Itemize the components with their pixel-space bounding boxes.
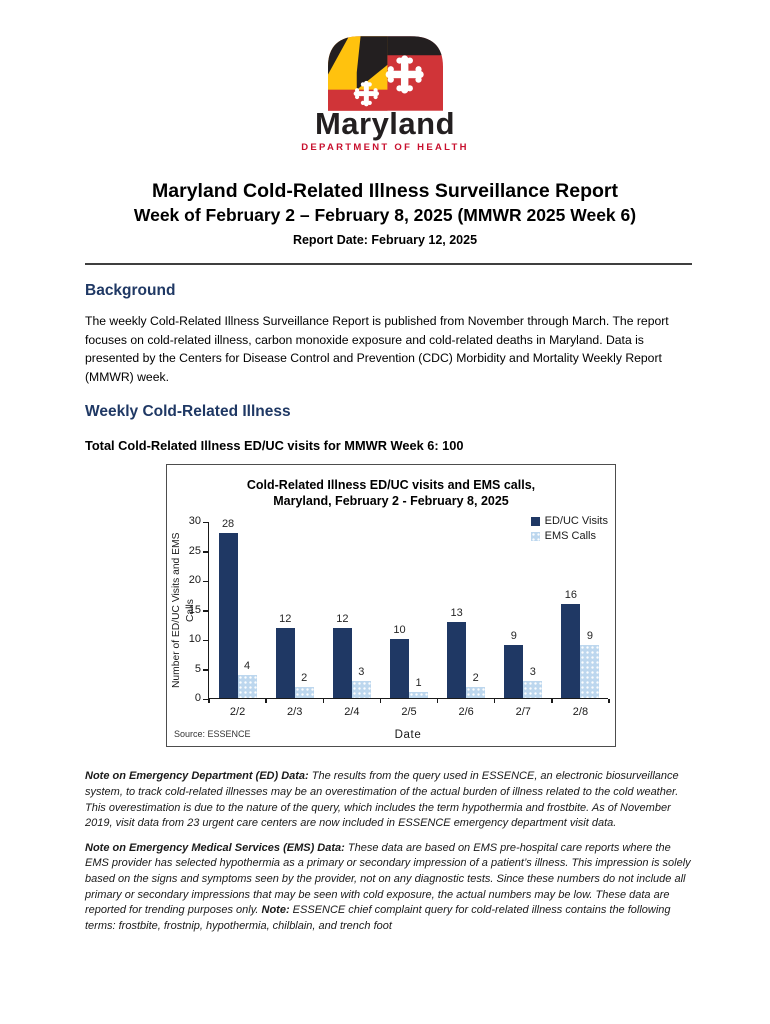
x-tick-label: 2/7 bbox=[515, 706, 531, 719]
legend-row: EMS Calls bbox=[530, 530, 608, 543]
chart-title-line1: Cold-Related Illness ED/UC visits and EM… bbox=[246, 478, 536, 493]
legend-label: EMS Calls bbox=[544, 530, 596, 543]
bar-value-label: 1 bbox=[415, 677, 422, 690]
y-tick-label: 15 bbox=[188, 603, 201, 616]
header-divider bbox=[85, 263, 692, 265]
bar bbox=[390, 639, 409, 699]
x-tick-mark bbox=[436, 699, 439, 704]
note-ems-label: Note on Emergency Medical Services (EMS)… bbox=[85, 841, 345, 854]
bar bbox=[332, 627, 352, 699]
chart-title-line2: Maryland, February 2 - February 8, 2025 bbox=[273, 493, 509, 508]
report-week-subtitle: Week of February 2 – February 8, 2025 (M… bbox=[133, 205, 637, 225]
x-tick-mark bbox=[608, 699, 610, 704]
bar-value-label: 12 bbox=[336, 612, 349, 625]
y-tick-mark bbox=[203, 521, 209, 524]
y-tick-mark bbox=[203, 610, 209, 612]
y-tick-mark bbox=[203, 669, 209, 671]
note-ems-text-2: ESSENCE chief complaint query for cold-r… bbox=[85, 904, 671, 932]
x-tick-mark bbox=[265, 699, 267, 704]
document-header: Maryland Cold-Related Illness Surveillan… bbox=[0, 179, 770, 249]
bar-value-label: 2 bbox=[472, 671, 479, 684]
mdh-logo: Maryland DEPARTMENT OF HEALTH bbox=[0, 0, 770, 153]
bar-value-label: 13 bbox=[450, 606, 463, 619]
bar-value-label: 9 bbox=[586, 630, 593, 643]
bar bbox=[351, 680, 371, 699]
report-title: Maryland Cold-Related Illness Surveillan… bbox=[152, 180, 618, 202]
y-tick-label: 30 bbox=[188, 515, 201, 528]
bar bbox=[294, 686, 314, 699]
note-ems-text-1: These data are based on EMS pre-hospital… bbox=[85, 841, 691, 917]
bar-value-label: 3 bbox=[358, 665, 365, 678]
logo-brand-text: Maryland bbox=[314, 106, 456, 141]
x-tick-label: 2/4 bbox=[344, 706, 360, 719]
bar-value-label: 10 bbox=[393, 624, 406, 637]
logo-department-text: DEPARTMENT OF HEALTH bbox=[301, 142, 469, 153]
maryland-flag-arch-icon bbox=[327, 36, 443, 111]
bar-value-label: 3 bbox=[529, 665, 536, 678]
bar bbox=[275, 627, 295, 699]
bar bbox=[218, 533, 238, 699]
report-date: Report Date: February 12, 2025 bbox=[292, 233, 478, 247]
x-tick-mark bbox=[379, 699, 382, 704]
x-tick-label: 2/8 bbox=[572, 706, 589, 719]
y-tick-label: 25 bbox=[188, 544, 201, 557]
report-body: Background The weekly Cold-Related Illne… bbox=[0, 282, 770, 934]
x-tick-mark bbox=[551, 699, 553, 704]
bar bbox=[409, 692, 428, 699]
cold-illness-chart: Cold-Related Illness ED/UC visits and EM… bbox=[166, 464, 616, 748]
total-visits-line: Total Cold-Related Illness ED/UC visits … bbox=[85, 438, 464, 454]
y-tick-mark bbox=[203, 639, 209, 642]
chart-x-axis-label: Date bbox=[394, 729, 422, 742]
y-tick-label: 5 bbox=[194, 662, 201, 675]
legend-row: ED/UC Visits bbox=[530, 515, 608, 528]
x-tick-mark bbox=[322, 699, 324, 704]
chart-source: Source: ESSENCE bbox=[174, 729, 251, 740]
bar bbox=[523, 680, 543, 699]
legend-label: ED/UC Visits bbox=[544, 515, 608, 528]
chart-title: Cold-Related Illness ED/UC visits and EM… bbox=[167, 478, 615, 509]
chart-plot: 0 5 10 15 20 25 30 28 4 2/2 12 2 2/3 12 3 2/4 10 1 2/5 13 2 2… bbox=[189, 515, 610, 718]
note-ed-data: Note on Emergency Department (ED) Data: … bbox=[85, 769, 692, 831]
note-ed-label: Note on Emergency Department (ED) Data: bbox=[85, 770, 309, 783]
x-tick-label: 2/3 bbox=[287, 706, 303, 719]
y-tick-mark bbox=[203, 698, 209, 701]
x-tick-label: 2/5 bbox=[401, 706, 417, 719]
x-tick-label: 2/2 bbox=[229, 706, 246, 719]
background-paragraph: The weekly Cold-Related Illness Surveill… bbox=[85, 314, 669, 384]
x-tick-label: 2/6 bbox=[458, 706, 474, 719]
bar bbox=[561, 603, 581, 699]
y-tick-mark bbox=[203, 580, 209, 583]
bar-value-label: 16 bbox=[564, 588, 578, 601]
weekly-illness-heading: Weekly Cold-Related Illness bbox=[85, 403, 291, 421]
bar-value-label: 9 bbox=[510, 630, 517, 643]
bar bbox=[504, 645, 524, 699]
x-tick-mark bbox=[494, 699, 496, 704]
note-ed-text: The results from the query used in ESSEN… bbox=[85, 770, 679, 830]
y-tick-label: 20 bbox=[188, 574, 201, 587]
note-ems-data: Note on Emergency Medical Services (EMS)… bbox=[85, 841, 692, 935]
chart-legend: ED/UC Visits EMS Calls bbox=[530, 515, 608, 545]
y-tick-label: 0 bbox=[194, 692, 201, 705]
background-heading: Background bbox=[85, 282, 176, 299]
bar bbox=[466, 686, 486, 699]
y-tick-label: 10 bbox=[188, 633, 201, 646]
bar bbox=[447, 621, 467, 699]
bar-value-label: 4 bbox=[244, 659, 251, 672]
y-tick-mark bbox=[203, 551, 209, 553]
bar-value-label: 28 bbox=[221, 518, 235, 531]
bar-value-label: 12 bbox=[279, 612, 292, 625]
bar-value-label: 2 bbox=[301, 671, 308, 684]
note-ems-note-label: Note: bbox=[261, 904, 290, 917]
bar bbox=[580, 645, 600, 699]
legend-swatch-educ bbox=[530, 516, 540, 526]
bar bbox=[237, 674, 257, 699]
legend-swatch-ems bbox=[530, 531, 540, 541]
x-tick-mark bbox=[208, 699, 210, 704]
